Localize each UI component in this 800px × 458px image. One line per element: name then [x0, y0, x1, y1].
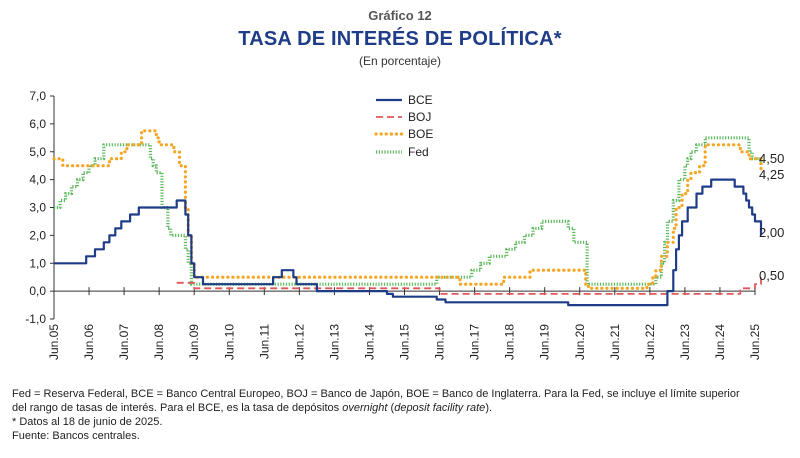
end-label: 4,25 [759, 167, 784, 182]
chart-notes: Fed = Reserva Federal, BCE = Banco Centr… [12, 387, 792, 443]
x-tick-label: Jun.11 [257, 324, 271, 359]
x-tick-label: Jun.20 [573, 324, 587, 360]
y-tick-label: 3,0 [29, 201, 46, 215]
end-label: 2,00 [759, 225, 784, 240]
note-line-1: Fed = Reserva Federal, BCE = Banco Centr… [12, 388, 740, 400]
y-tick-label: -1,0 [25, 312, 46, 326]
series-line-boe [52, 129, 763, 290]
x-tick-label: Jun.16 [433, 324, 447, 360]
chart-kicker: Gráfico 12 [368, 8, 432, 23]
x-tick-label: Jun.06 [82, 324, 96, 360]
x-tick-label: Jun.10 [222, 324, 236, 360]
series-line-fed [54, 136, 763, 286]
note-line-2-pre: del rango de tasas de interés. Para el B… [12, 402, 343, 414]
y-tick-label: 0,0 [29, 284, 46, 298]
x-tick-label: Jun.25 [748, 324, 762, 360]
y-tick-label: 2,0 [29, 228, 46, 242]
x-tick-label: Jun.08 [152, 324, 166, 360]
x-tick-label: Jun.09 [187, 324, 201, 360]
x-tick-label: Jun.13 [327, 324, 341, 360]
note-line-4: Fuente: Bancos centrales. [12, 430, 140, 442]
legend-label-boe: BOE [408, 127, 433, 141]
legend-label-boj: BOJ [408, 110, 431, 124]
end-label: 4,50 [759, 151, 784, 166]
x-tick-label: Jun.15 [398, 324, 412, 360]
x-tick-label: Jun.21 [608, 324, 622, 360]
x-tick-label: Jun.22 [643, 324, 657, 360]
note-line-2-em1: overnight [342, 402, 388, 414]
y-tick-label: 4,0 [29, 173, 46, 187]
x-tick-label: Jun.14 [362, 324, 376, 360]
chart-title: TASA DE INTERÉS DE POLÍTICA* [238, 28, 562, 50]
y-tick-label: 7,0 [29, 89, 46, 103]
note-line-2-em2: deposit facility rate [394, 402, 486, 414]
x-tick-label: Jun.18 [503, 324, 517, 360]
x-tick-label: Jun.12 [292, 324, 306, 360]
x-tick-label: Jun.19 [538, 324, 552, 360]
note-line-2: del rango de tasas de interés. Para el B… [12, 401, 792, 415]
y-tick-label: 6,0 [29, 117, 46, 131]
x-tick-label: Jun.07 [117, 324, 131, 360]
end-label: 0,50 [759, 268, 784, 283]
note-line-2-post: ). [485, 402, 493, 414]
x-tick-label: Jun.05 [47, 324, 61, 360]
line-chart: -1,0 0,0 1,0 2,0 3,0 4,0 5,0 6,0 7,0 Jun.05 Jun.06… [25, 89, 784, 360]
x-tick-label: Jun.24 [713, 324, 727, 360]
x-tick-label: Jun.23 [678, 324, 692, 360]
note-line-2-mid: ( [387, 402, 395, 414]
y-tick-label: 5,0 [29, 145, 46, 159]
y-tick-label: 1,0 [29, 256, 46, 270]
series-line-bce [54, 178, 763, 307]
legend-label-bce: BCE [408, 93, 433, 107]
chart-subtitle: (En porcentaje) [358, 54, 442, 68]
legend-label-fed: Fed [408, 145, 429, 159]
note-line-3: * Datos al 18 de junio de 2025. [12, 416, 163, 428]
series-line-boj [176, 277, 762, 295]
x-tick-label: Jun.17 [468, 324, 482, 360]
